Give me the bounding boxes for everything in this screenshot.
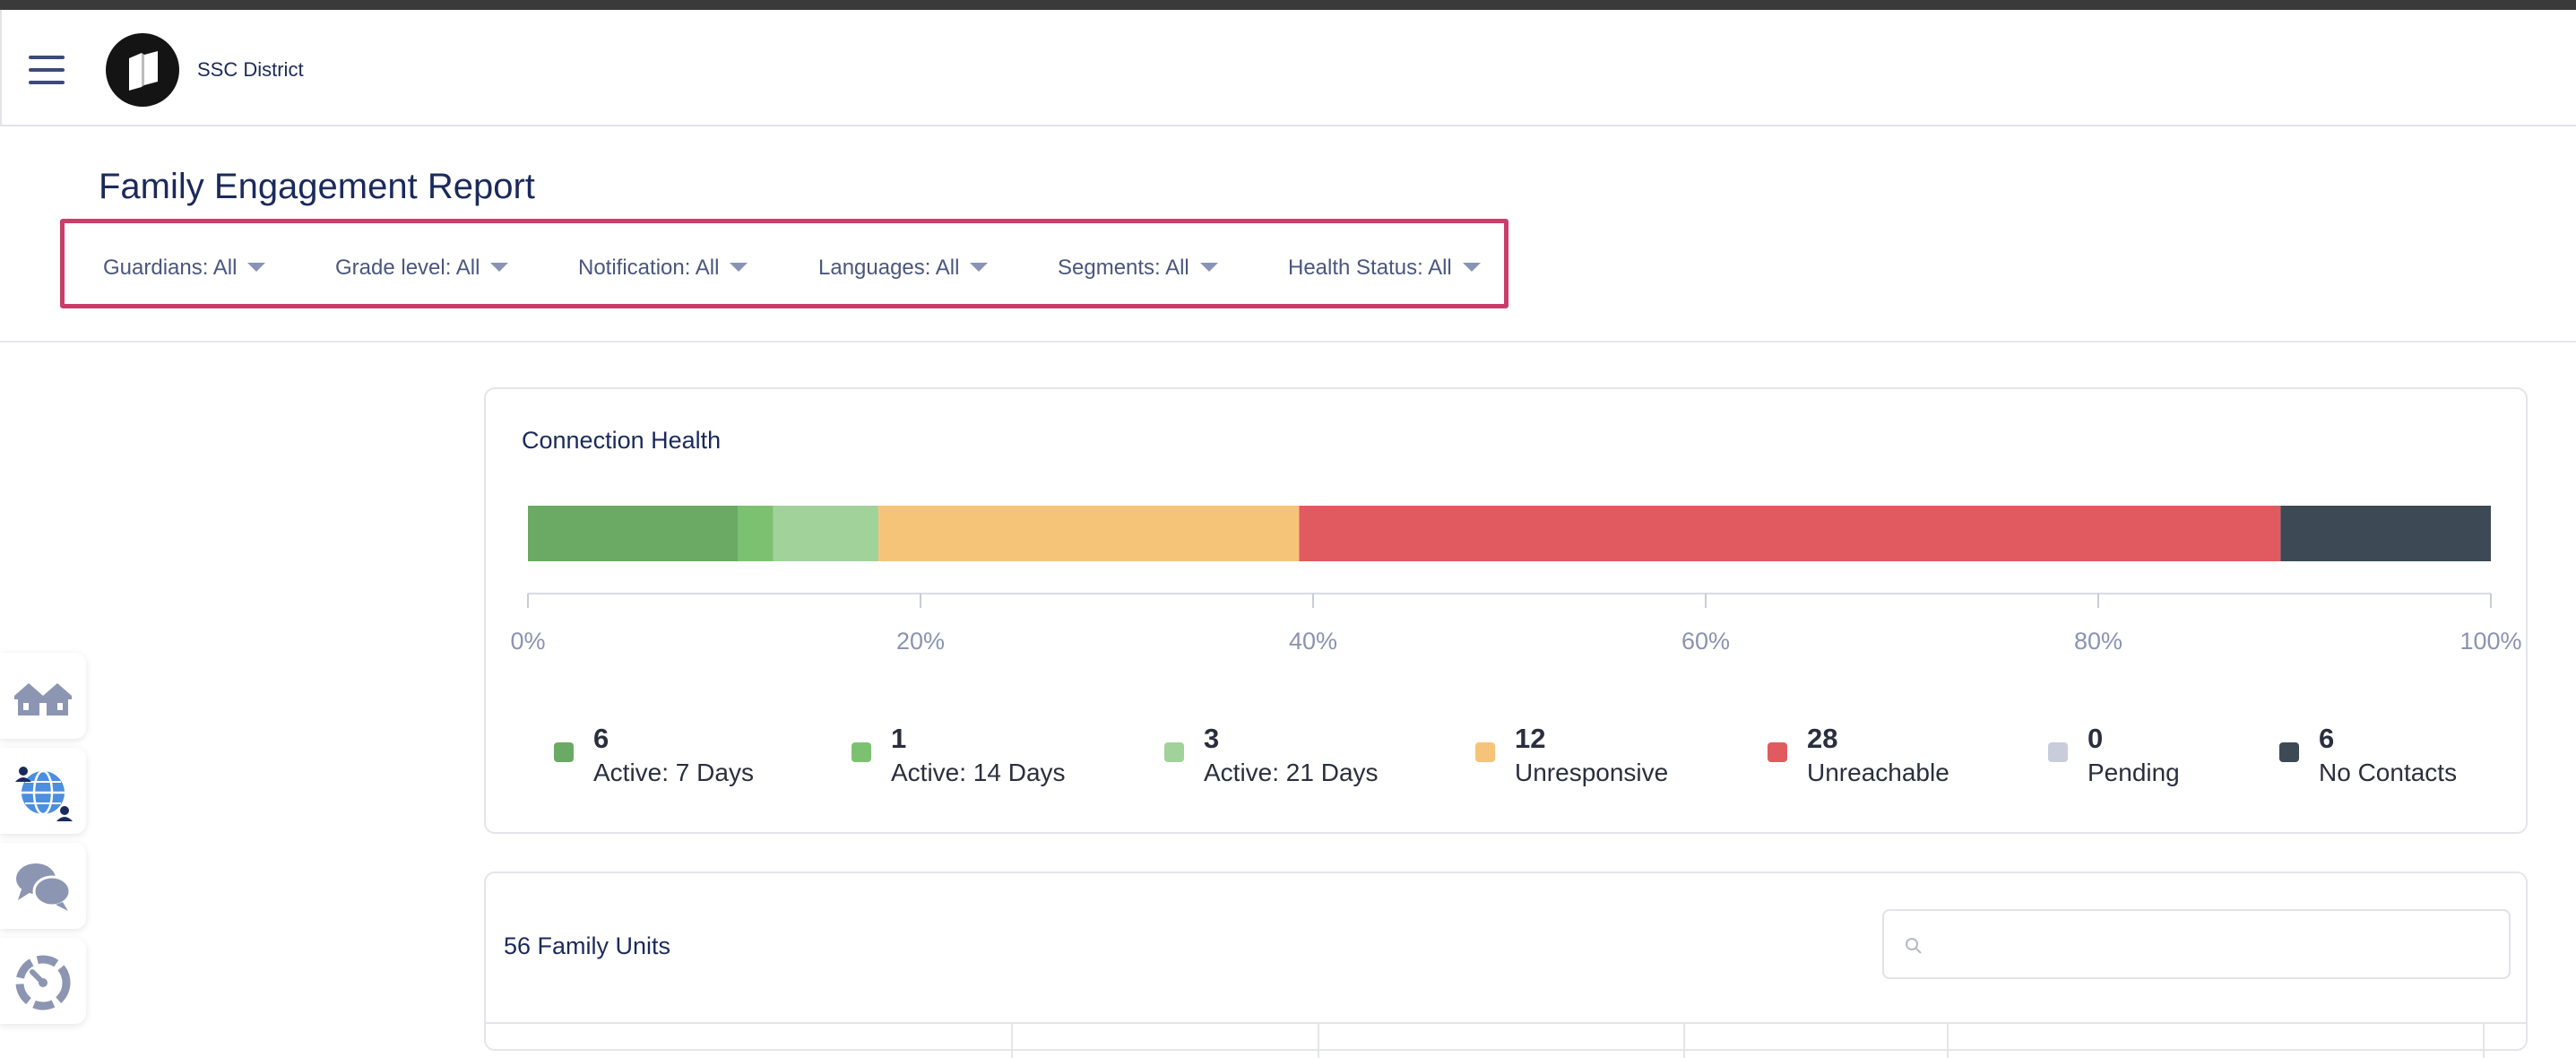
x-tick-label: 20%: [896, 628, 945, 655]
table-column-separator: [1318, 1022, 1319, 1058]
legend-swatch: [1768, 742, 1787, 762]
filter-languages[interactable]: Languages: All: [818, 256, 989, 281]
x-tick-label: 0%: [510, 628, 545, 655]
page-title: Family Engagement Report: [99, 167, 535, 206]
x-tick-label: 60%: [1681, 628, 1730, 655]
filter-health-status-label: Health Status: All: [1288, 256, 1452, 280]
legend-count: 28: [1807, 723, 1838, 754]
legend-label: Active: 21 Days: [1204, 759, 1379, 786]
legend-swatch: [1475, 742, 1495, 762]
side-nav-messages[interactable]: [0, 843, 86, 929]
filter-grade-level-label: Grade level: All: [335, 256, 480, 280]
table-column-separator: [1947, 1022, 1949, 1058]
book-logo-icon[interactable]: [106, 33, 179, 107]
legend-swatch: [1164, 742, 1184, 762]
top-strip: [0, 0, 2576, 10]
hamburger-icon[interactable]: [29, 56, 65, 84]
table-column-separator: [2483, 1022, 2485, 1058]
connection-health-title: Connection Health: [522, 427, 722, 454]
legend-count: 6: [593, 723, 609, 754]
legend-swatch: [2279, 742, 2299, 762]
search-input[interactable]: [1882, 909, 2511, 979]
bar-segment-unreachable[interactable]: [1299, 506, 2281, 561]
chevron-down-icon: [247, 262, 266, 272]
district-name: SSC District: [197, 58, 304, 81]
legend-count: 1: [891, 723, 907, 754]
chevron-down-icon: [970, 262, 989, 272]
family-units-title: 56 Family Units: [504, 932, 671, 959]
bar-segment-active-21-days[interactable]: [773, 506, 879, 561]
filter-notification-label: Notification: All: [578, 256, 720, 280]
search-icon: [1906, 938, 1922, 954]
side-nav-dashboard[interactable]: [0, 938, 86, 1024]
table-header-border: [486, 1022, 2526, 1024]
legend-label: Unreachable: [1807, 759, 1949, 786]
filter-guardians[interactable]: Guardians: All: [103, 256, 266, 281]
globe-people-icon: [15, 767, 73, 821]
section-divider: [0, 341, 2576, 343]
filter-notification[interactable]: Notification: All: [578, 256, 748, 281]
filter-bar: Guardians: All Grade level: All Notifica…: [60, 219, 1508, 308]
legend-swatch: [851, 742, 871, 762]
legend-label: Active: 14 Days: [891, 759, 1066, 786]
legend-label: No Contacts: [2319, 759, 2458, 786]
filter-segments[interactable]: Segments: All: [1058, 256, 1218, 281]
houses-icon: [14, 683, 72, 715]
legend-count: 0: [2088, 723, 2104, 754]
legend-label: Pending: [2088, 759, 2180, 786]
bar-segment-active-7-days[interactable]: [528, 506, 739, 561]
table-column-separator: [1683, 1022, 1685, 1058]
bar-segment-active-14-days[interactable]: [738, 506, 774, 561]
x-tick-label: 80%: [2074, 628, 2122, 655]
legend-count: 3: [1204, 723, 1220, 754]
side-nav-households[interactable]: [0, 653, 86, 739]
connection-health-chart: 0% 20% 40% 60% 80% 100%: [510, 506, 2522, 655]
chevron-down-icon: [1199, 262, 1218, 272]
connection-health-card: Connection Health 0% 20% 40% 60% 80% 100% 6 Ac…: [484, 387, 2528, 834]
side-nav-engagement[interactable]: [0, 748, 86, 834]
bar-segment-unresponsive[interactable]: [878, 506, 1300, 561]
legend-count: 6: [2319, 723, 2335, 754]
table-column-separator: [1011, 1022, 1013, 1058]
legend-label: Active: 7 Days: [593, 759, 754, 786]
x-tick-label: 40%: [1289, 628, 1337, 655]
legend-swatch: [2048, 742, 2068, 762]
filter-segments-label: Segments: All: [1058, 256, 1189, 280]
legend-count: 12: [1515, 723, 1546, 754]
filter-health-status[interactable]: Health Status: All: [1288, 256, 1481, 281]
legend-label: Unresponsive: [1515, 759, 1669, 786]
legend-swatch: [554, 742, 574, 762]
filter-grade-level[interactable]: Grade level: All: [335, 256, 509, 281]
filter-guardians-label: Guardians: All: [103, 256, 238, 280]
chat-bubbles-icon: [16, 863, 72, 911]
family-units-card: 56 Family Units: [484, 872, 2528, 1058]
chevron-down-icon: [730, 262, 748, 272]
chevron-down-icon: [1462, 262, 1481, 272]
chevron-down-icon: [490, 262, 509, 272]
x-tick-label: 100%: [2459, 628, 2521, 655]
app-header: SSC District: [0, 10, 2576, 126]
bar-segment-no-contacts[interactable]: [2280, 506, 2491, 561]
filter-languages-label: Languages: All: [818, 256, 960, 280]
gauge-icon: [15, 955, 71, 1010]
